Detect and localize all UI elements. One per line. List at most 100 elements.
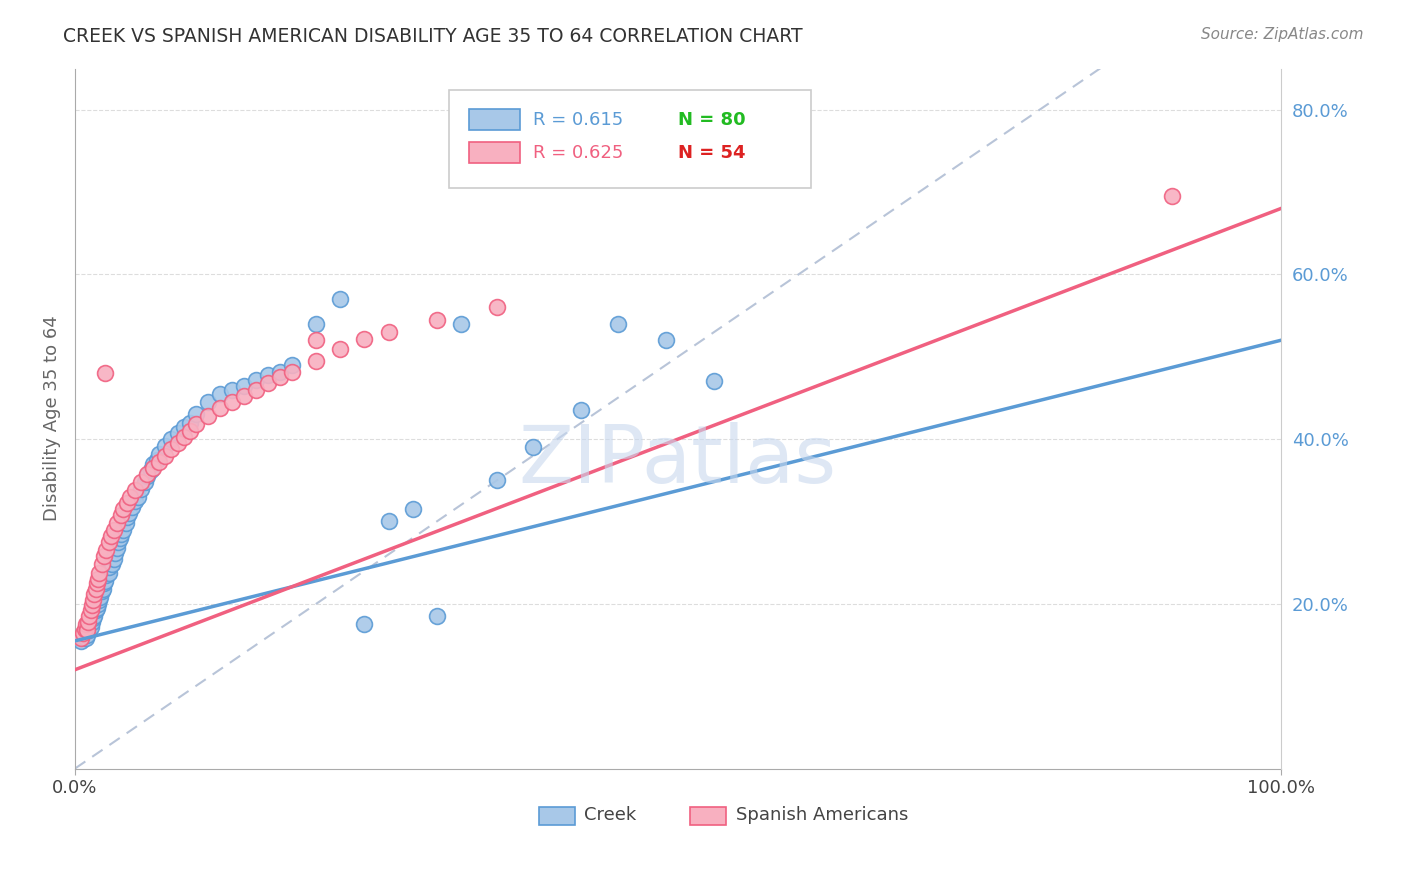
Point [142, 457, 165, 471]
Point [353, 332, 375, 346]
Text: N = 80: N = 80 [678, 111, 745, 128]
Point [179, 424, 201, 438]
Point [96, 568, 118, 582]
Point [105, 516, 128, 530]
Point [105, 541, 128, 555]
Point [76, 622, 98, 636]
Point [110, 508, 132, 522]
Point [184, 417, 207, 432]
Point [108, 531, 131, 545]
Point [142, 461, 165, 475]
Point [148, 455, 170, 469]
Point [84, 582, 107, 596]
Point [97, 564, 120, 578]
Point [606, 317, 628, 331]
Point [146, 452, 169, 467]
Point [110, 526, 132, 541]
Point [84, 599, 107, 613]
Point [103, 551, 125, 566]
Point [127, 490, 149, 504]
Point [80, 599, 103, 613]
Point [245, 373, 267, 387]
FancyBboxPatch shape [449, 89, 811, 187]
Text: Spanish Americans: Spanish Americans [735, 805, 908, 823]
Point [257, 376, 280, 390]
Point [89, 592, 111, 607]
Point [77, 617, 100, 632]
Text: R = 0.625: R = 0.625 [533, 144, 624, 161]
Point [136, 467, 159, 481]
Point [571, 403, 593, 417]
Point [121, 500, 143, 514]
Point [197, 395, 219, 409]
Point [73, 625, 96, 640]
Point [112, 502, 135, 516]
Point [173, 419, 195, 434]
Point [426, 609, 449, 624]
Point [703, 375, 725, 389]
Text: Source: ZipAtlas.com: Source: ZipAtlas.com [1201, 27, 1364, 42]
Point [96, 543, 118, 558]
Point [94, 574, 117, 588]
FancyBboxPatch shape [470, 109, 520, 130]
Point [76, 623, 98, 637]
Point [79, 609, 101, 624]
Point [79, 613, 101, 627]
Point [353, 617, 375, 632]
Point [329, 342, 352, 356]
Text: R = 0.615: R = 0.615 [533, 111, 623, 128]
Point [94, 366, 117, 380]
Point [124, 494, 146, 508]
Point [305, 354, 328, 368]
FancyBboxPatch shape [540, 807, 575, 824]
Point [124, 483, 146, 498]
Point [401, 502, 423, 516]
Point [87, 597, 110, 611]
Point [100, 556, 122, 570]
Point [208, 387, 231, 401]
Point [232, 389, 254, 403]
Point [80, 615, 103, 629]
Point [655, 333, 678, 347]
Point [131, 482, 153, 496]
Point [79, 623, 101, 637]
Point [173, 430, 195, 444]
Point [72, 625, 94, 640]
Point [522, 441, 544, 455]
Point [305, 317, 328, 331]
Point [221, 395, 243, 409]
Point [103, 523, 125, 537]
Point [155, 439, 177, 453]
Point [232, 378, 254, 392]
Point [90, 580, 112, 594]
Point [329, 292, 352, 306]
Point [104, 546, 127, 560]
FancyBboxPatch shape [470, 142, 520, 163]
Point [75, 632, 97, 646]
Point [112, 523, 135, 537]
Point [97, 559, 120, 574]
Point [486, 301, 509, 315]
Point [79, 603, 101, 617]
Point [281, 358, 304, 372]
Point [377, 515, 399, 529]
Point [89, 589, 111, 603]
Point [76, 628, 98, 642]
Point [97, 535, 120, 549]
Point [148, 447, 170, 461]
Point [114, 516, 136, 530]
Point [72, 630, 94, 644]
Point [87, 572, 110, 586]
Point [97, 566, 120, 580]
Point [120, 490, 142, 504]
Point [131, 475, 153, 489]
Point [450, 317, 472, 331]
Point [245, 383, 267, 397]
Text: Creek: Creek [583, 805, 636, 823]
Point [100, 529, 122, 543]
Point [77, 615, 100, 629]
Point [486, 473, 509, 487]
Point [86, 601, 108, 615]
Point [160, 432, 183, 446]
Point [89, 566, 111, 580]
